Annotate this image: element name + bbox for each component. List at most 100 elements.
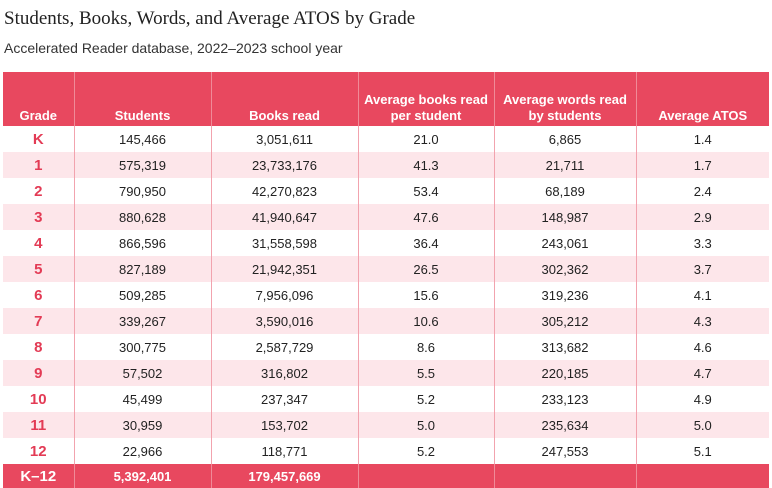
cell-avg-atos: 3.3 (635, 230, 769, 256)
table-row: 1 575,319 23,733,176 41.3 21,711 1.7 (3, 152, 769, 178)
cell-avg-books: 26.5 (357, 256, 494, 282)
total-avg-atos (635, 464, 769, 488)
cell-avg-words: 247,553 (493, 438, 636, 464)
cell-students: 827,189 (73, 256, 211, 282)
cell-books-read: 316,802 (210, 360, 358, 386)
column-header-avg-words: Average words read by students (493, 72, 636, 126)
cell-avg-words: 313,682 (493, 334, 636, 360)
cell-grade: 6 (3, 282, 74, 308)
cell-avg-books: 5.5 (357, 360, 494, 386)
cell-books-read: 237,347 (210, 386, 358, 412)
cell-books-read: 23,733,176 (210, 152, 358, 178)
cell-students: 22,966 (73, 438, 211, 464)
total-grade: K–12 (3, 464, 74, 488)
cell-students: 575,319 (73, 152, 211, 178)
cell-avg-atos: 1.7 (635, 152, 769, 178)
cell-books-read: 2,587,729 (210, 334, 358, 360)
cell-avg-words: 21,711 (493, 152, 636, 178)
cell-grade: 11 (3, 412, 74, 438)
cell-avg-books: 8.6 (357, 334, 494, 360)
table-row: 4 866,596 31,558,598 36.4 243,061 3.3 (3, 230, 769, 256)
cell-avg-atos: 4.6 (635, 334, 769, 360)
cell-avg-books: 36.4 (357, 230, 494, 256)
table-footer: K–12 5,392,401 179,457,669 (3, 464, 769, 488)
table-row: 3 880,628 41,940,647 47.6 148,987 2.9 (3, 204, 769, 230)
cell-grade: 8 (3, 334, 74, 360)
cell-students: 145,466 (73, 126, 211, 152)
cell-avg-words: 319,236 (493, 282, 636, 308)
cell-avg-books: 41.3 (357, 152, 494, 178)
table-row: 7 339,267 3,590,016 10.6 305,212 4.3 (3, 308, 769, 334)
total-avg-words (493, 464, 636, 488)
cell-avg-books: 5.0 (357, 412, 494, 438)
header-row: Grade Students Books read Average books rea… (3, 72, 769, 126)
cell-avg-words: 68,189 (493, 178, 636, 204)
cell-avg-atos: 5.0 (635, 412, 769, 438)
cell-grade: 2 (3, 178, 74, 204)
chart-title: Students, Books, Words, and Average ATOS… (4, 8, 416, 29)
table-row: 10 45,499 237,347 5.2 233,123 4.9 (3, 386, 769, 412)
cell-avg-atos: 3.7 (635, 256, 769, 282)
cell-avg-words: 148,987 (493, 204, 636, 230)
cell-students: 339,267 (73, 308, 211, 334)
cell-avg-books: 53.4 (357, 178, 494, 204)
cell-avg-words: 305,212 (493, 308, 636, 334)
cell-books-read: 21,942,351 (210, 256, 358, 282)
cell-avg-atos: 5.1 (635, 438, 769, 464)
column-header-avg-atos: Average ATOS (635, 72, 769, 126)
cell-books-read: 31,558,598 (210, 230, 358, 256)
cell-avg-atos: 2.9 (635, 204, 769, 230)
cell-students: 866,596 (73, 230, 211, 256)
cell-avg-books: 10.6 (357, 308, 494, 334)
cell-avg-books: 15.6 (357, 282, 494, 308)
cell-books-read: 3,590,016 (210, 308, 358, 334)
cell-students: 509,285 (73, 282, 211, 308)
table-row: 6 509,285 7,956,096 15.6 319,236 4.1 (3, 282, 769, 308)
cell-books-read: 7,956,096 (210, 282, 358, 308)
cell-avg-atos: 4.7 (635, 360, 769, 386)
cell-avg-atos: 4.3 (635, 308, 769, 334)
cell-books-read: 118,771 (210, 438, 358, 464)
table-row: 9 57,502 316,802 5.5 220,185 4.7 (3, 360, 769, 386)
cell-avg-atos: 4.9 (635, 386, 769, 412)
column-header-avg-books: Average books read per student (357, 72, 494, 126)
table-body: K 145,466 3,051,611 21.0 6,865 1.4 1 575,319 23,… (3, 126, 769, 464)
cell-grade: 5 (3, 256, 74, 282)
cell-grade: 3 (3, 204, 74, 230)
cell-students: 30,959 (73, 412, 211, 438)
cell-avg-books: 5.2 (357, 438, 494, 464)
column-header-books-read: Books read (210, 72, 358, 126)
chart-subtitle: Accelerated Reader database, 2022–2023 s… (4, 40, 343, 56)
table-row: 2 790,950 42,270,823 53.4 68,189 2.4 (3, 178, 769, 204)
cell-grade: 4 (3, 230, 74, 256)
cell-avg-words: 220,185 (493, 360, 636, 386)
cell-books-read: 153,702 (210, 412, 358, 438)
cell-books-read: 41,940,647 (210, 204, 358, 230)
cell-students: 790,950 (73, 178, 211, 204)
table-header: Grade Students Books read Average books rea… (3, 72, 769, 126)
cell-avg-books: 47.6 (357, 204, 494, 230)
cell-avg-atos: 1.4 (635, 126, 769, 152)
cell-books-read: 42,270,823 (210, 178, 358, 204)
column-header-students: Students (73, 72, 211, 126)
cell-grade: 1 (3, 152, 74, 178)
cell-avg-books: 21.0 (357, 126, 494, 152)
cell-grade: 9 (3, 360, 74, 386)
cell-avg-words: 243,061 (493, 230, 636, 256)
table-row: 12 22,966 118,771 5.2 247,553 5.1 (3, 438, 769, 464)
table-row: 11 30,959 153,702 5.0 235,634 5.0 (3, 412, 769, 438)
total-row: K–12 5,392,401 179,457,669 (3, 464, 769, 488)
cell-students: 300,775 (73, 334, 211, 360)
total-books-read: 179,457,669 (210, 464, 358, 488)
total-avg-books (357, 464, 494, 488)
table-row: 8 300,775 2,587,729 8.6 313,682 4.6 (3, 334, 769, 360)
cell-avg-words: 6,865 (493, 126, 636, 152)
cell-avg-words: 233,123 (493, 386, 636, 412)
cell-avg-atos: 4.1 (635, 282, 769, 308)
cell-avg-books: 5.2 (357, 386, 494, 412)
cell-books-read: 3,051,611 (210, 126, 358, 152)
table-row: K 145,466 3,051,611 21.0 6,865 1.4 (3, 126, 769, 152)
total-students: 5,392,401 (73, 464, 211, 488)
cell-grade: 12 (3, 438, 74, 464)
cell-avg-words: 235,634 (493, 412, 636, 438)
